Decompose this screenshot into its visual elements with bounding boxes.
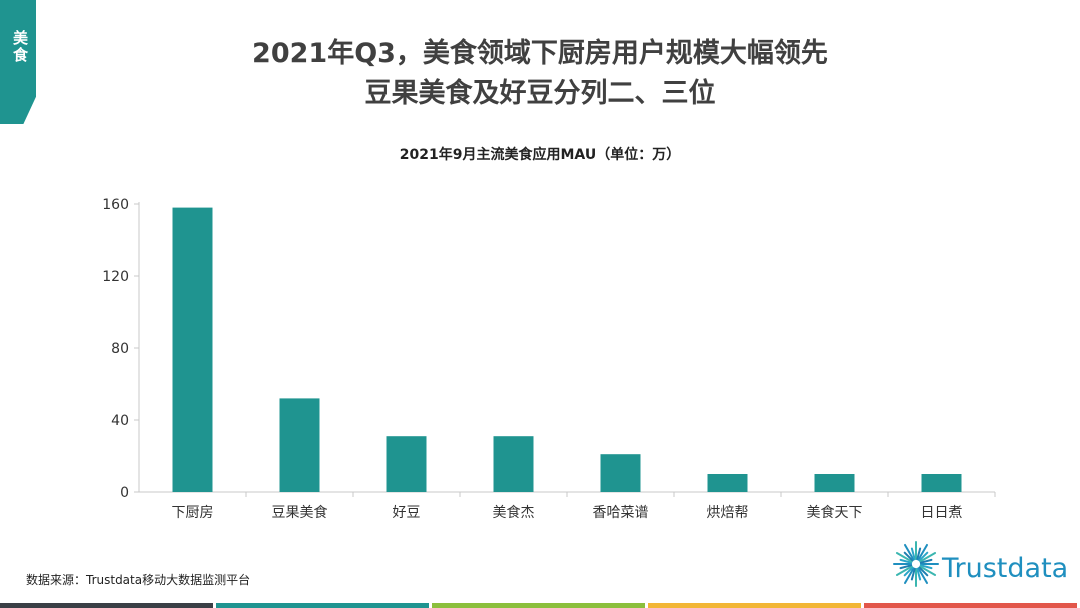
headline: 2021年Q3，美食领域下厨房用户规模大幅领先 豆果美食及好豆分列二、三位 (0, 34, 1080, 114)
sunburst-ray (916, 547, 922, 561)
footer-segment (648, 603, 861, 608)
bar (814, 474, 855, 492)
x-tick-label: 香哈菜谱 (593, 505, 649, 521)
source-note: 数据来源：Trustdata移动大数据监测平台 (26, 573, 251, 587)
y-tick-label: 80 (111, 341, 129, 357)
x-tick-label: 豆果美食 (272, 504, 328, 521)
headline-line-2: 豆果美食及好豆分列二、三位 (364, 78, 716, 109)
sunburst-ray (904, 543, 915, 561)
sunburst-ray (903, 551, 914, 562)
sunburst-ray (899, 558, 913, 564)
side-tab-label: 美食 (11, 30, 29, 64)
x-tick-label: 好豆 (393, 505, 421, 521)
bar (279, 398, 320, 492)
side-tab: 美食 (0, 0, 36, 124)
bar (172, 207, 213, 492)
sunburst-icon (893, 541, 939, 587)
y-tick-label: 40 (111, 413, 129, 429)
sunburst-ray (917, 543, 928, 561)
bar (493, 436, 534, 492)
sunburst-ray (918, 566, 929, 577)
footer-segment (216, 603, 429, 608)
sunburst-ray (919, 565, 937, 576)
bar (921, 474, 962, 492)
sunburst-ray (899, 564, 913, 570)
x-tick-label: 日日煮 (921, 505, 963, 521)
sunburst-ray (903, 566, 914, 577)
x-tick-label: 下厨房 (172, 505, 214, 521)
sunburst-ray (919, 558, 933, 564)
sunburst-ray (895, 552, 913, 563)
sunburst-ray (910, 567, 916, 581)
sunburst-ray (917, 567, 928, 585)
bar (600, 454, 641, 492)
x-tick-label: 美食杰 (493, 504, 535, 521)
sunburst-ray (919, 552, 937, 563)
footer-color-bar (0, 603, 1080, 608)
logo-text: Trustdata (942, 553, 1069, 584)
sunburst-ray (916, 567, 922, 581)
sunburst-ray (904, 567, 915, 585)
x-tick-label: 烘焙帮 (707, 505, 749, 521)
footer-segment (0, 603, 213, 608)
y-tick-label: 120 (102, 269, 129, 285)
sunburst-ray (895, 565, 913, 576)
trustdata-logo: Trustdata (892, 535, 1070, 593)
y-tick-label: 160 (102, 197, 129, 213)
y-tick-label: 0 (120, 485, 129, 501)
footer-segment (432, 603, 645, 608)
headline-line-1: 2021年Q3，美食领域下厨房用户规模大幅领先 (252, 38, 828, 69)
sunburst-ray (919, 564, 933, 570)
bar (707, 474, 748, 492)
sunburst-ray (910, 547, 916, 561)
sunburst-ray (918, 551, 929, 562)
footer-segment (864, 603, 1077, 608)
bar (386, 436, 427, 492)
chart-title: 2021年9月主流美食应用MAU（单位：万） (399, 147, 681, 163)
x-tick-label: 美食天下 (807, 504, 863, 521)
